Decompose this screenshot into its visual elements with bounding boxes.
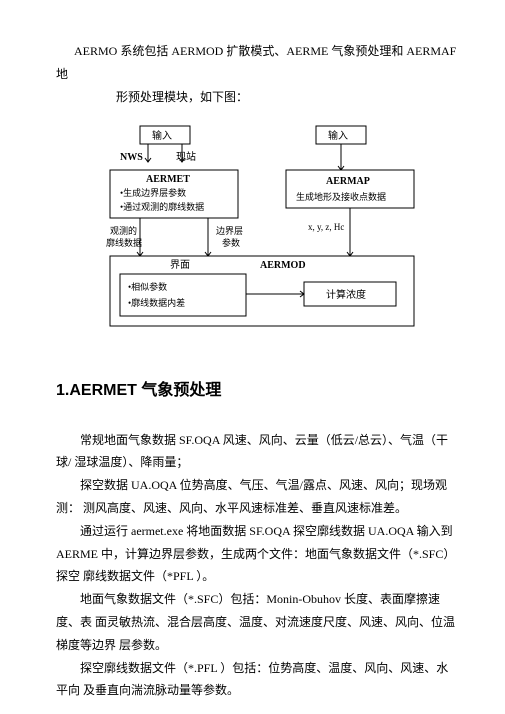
guance-l2: 廓线数据	[106, 237, 142, 248]
aermet-title: AERMET	[146, 174, 190, 185]
aermap-l1: 生成地形及接收点数据	[296, 191, 386, 202]
p3: 通过运行 aermet.exe 将地面数据 SF.OQA 探空廓线数据 UA.O…	[56, 520, 457, 588]
box3-l1: •相似参数	[128, 281, 167, 292]
xyzh-label: x, y, z, Hc	[308, 222, 344, 232]
heading-aermet: 1.AERMET 气象预处理	[56, 376, 457, 406]
p2: 探空数据 UA.OQA 位势高度、气压、气温/露点、风速、风向；现场观测： 测风…	[56, 474, 457, 520]
bjc-l1: 边界层	[216, 226, 243, 236]
p5: 探空廓线数据文件（*.PFL ）包括：位势高度、温度、风向、风速、水平向 及垂直…	[56, 657, 457, 703]
nws-label: NWS	[120, 152, 143, 163]
aermet-l2: •通过观测的廓线数据	[120, 201, 204, 212]
bjc-l2: 参数	[222, 237, 240, 248]
aermet-l1: •生成边界层参数	[120, 187, 186, 198]
guance-l1: 观测的	[110, 225, 137, 236]
p1: 常规地面气象数据 SF.OQA 风速、风向、云量（低云/总云）、气温（干球/ 湿…	[56, 429, 457, 475]
flowchart-diagram: 输入 输入 NWS 现站 AERMET •生成边界层参数 •通过观测的廓线数据 …	[92, 122, 422, 350]
xianzhan-label: 现站	[176, 150, 196, 163]
box3-l2: •廓线数据内差	[128, 297, 185, 308]
input2-label: 输入	[328, 129, 348, 142]
intro-line-2: 形预处理模块，如下图：	[56, 86, 457, 109]
intro-line-1: AERMO 系统包括 AERMOD 扩散模式、AERME 气象预处理和 AERM…	[56, 40, 457, 86]
aermap-title: AERMAP	[326, 176, 370, 187]
aermod-label: AERMOD	[260, 260, 306, 271]
p4: 地面气象数据文件（*.SFC）包括：Monin-Obuhov 长度、表面摩擦速度…	[56, 588, 457, 656]
jisuan-label: 计算浓度	[326, 288, 366, 301]
jiemian-label: 界面	[170, 259, 190, 271]
input1-label: 输入	[152, 129, 172, 142]
